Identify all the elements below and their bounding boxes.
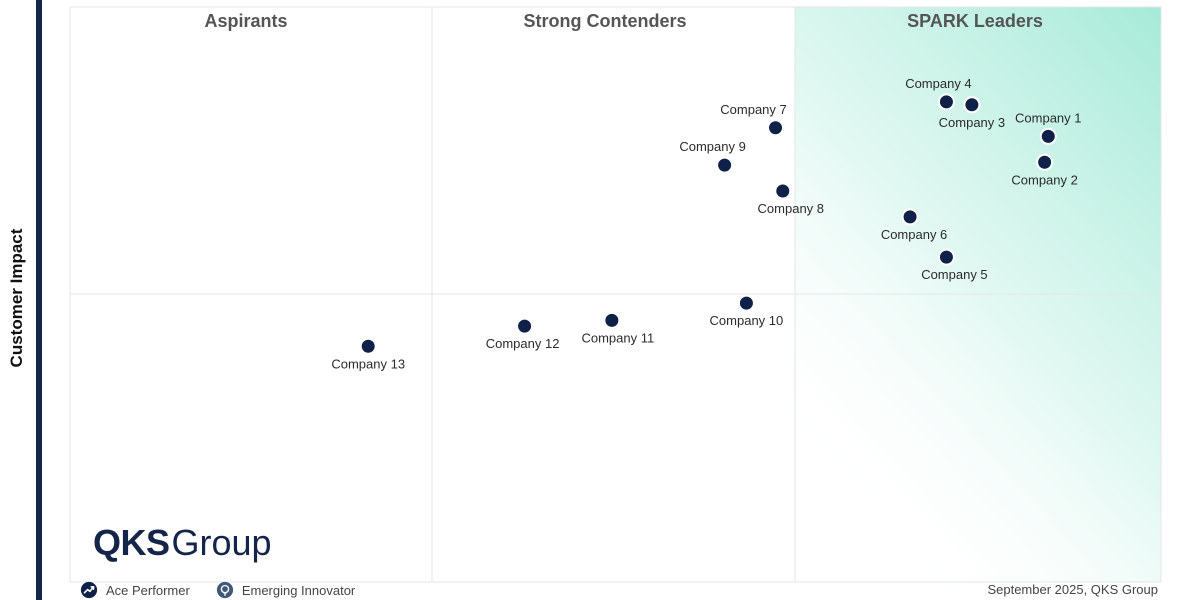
point-company-5[interactable] bbox=[937, 248, 955, 266]
legend-item-ace-performer: Ace Performer bbox=[80, 581, 190, 599]
data-points: Company 1 Company 2 Company 3 Company 4 Comp… bbox=[331, 76, 1081, 371]
footer-date-source: September 2025, QKS Group bbox=[987, 582, 1158, 597]
point-company-10[interactable] bbox=[737, 294, 755, 312]
legend-label-ace-performer: Ace Performer bbox=[106, 582, 190, 598]
legend-label-emerging-innovator: Emerging Innovator bbox=[241, 582, 356, 598]
point-company-11[interactable] bbox=[603, 311, 621, 329]
point-company-3[interactable] bbox=[963, 96, 981, 114]
left-border-bar bbox=[36, 0, 42, 600]
quadrant-title-strong-contenders: Strong Contenders bbox=[523, 11, 686, 31]
point-label-company-8: Company 8 bbox=[758, 201, 824, 216]
point-label-company-12: Company 12 bbox=[486, 336, 560, 351]
point-label-company-4: Company 4 bbox=[905, 76, 971, 91]
point-company-7[interactable] bbox=[767, 119, 785, 137]
point-company-12[interactable] bbox=[516, 317, 534, 335]
quadrant-title-aspirants: Aspirants bbox=[204, 11, 287, 31]
point-company-2[interactable] bbox=[1036, 153, 1054, 171]
point-label-company-3: Company 3 bbox=[939, 115, 1005, 130]
point-company-13[interactable] bbox=[359, 337, 377, 355]
logo-suffix: Group bbox=[171, 522, 272, 563]
point-company-9[interactable] bbox=[716, 156, 734, 174]
legend-item-emerging-innovator: Emerging Innovator bbox=[216, 581, 355, 599]
point-label-company-10: Company 10 bbox=[710, 313, 784, 328]
quadrant-title-spark-leaders: SPARK Leaders bbox=[907, 11, 1043, 31]
point-label-company-9: Company 9 bbox=[679, 139, 745, 154]
point-company-1[interactable] bbox=[1039, 127, 1057, 145]
point-label-company-11: Company 11 bbox=[581, 330, 654, 345]
ace-performer-icon bbox=[80, 581, 98, 599]
point-label-company-13: Company 13 bbox=[331, 356, 405, 371]
logo-brand: QKS bbox=[93, 522, 170, 563]
point-company-4[interactable] bbox=[937, 93, 955, 111]
legend: Ace Performer Emerging Innovator bbox=[80, 580, 381, 600]
point-label-company-6: Company 6 bbox=[881, 227, 947, 242]
point-label-company-7: Company 7 bbox=[720, 102, 786, 117]
point-label-company-2: Company 2 bbox=[1011, 172, 1077, 187]
point-company-6[interactable] bbox=[901, 208, 919, 226]
point-company-8[interactable] bbox=[774, 182, 792, 200]
point-label-company-1: Company 1 bbox=[1015, 110, 1081, 125]
qks-group-logo: QKSGroup bbox=[93, 522, 272, 564]
emerging-innovator-icon bbox=[216, 581, 233, 599]
point-label-company-5: Company 5 bbox=[921, 267, 987, 282]
